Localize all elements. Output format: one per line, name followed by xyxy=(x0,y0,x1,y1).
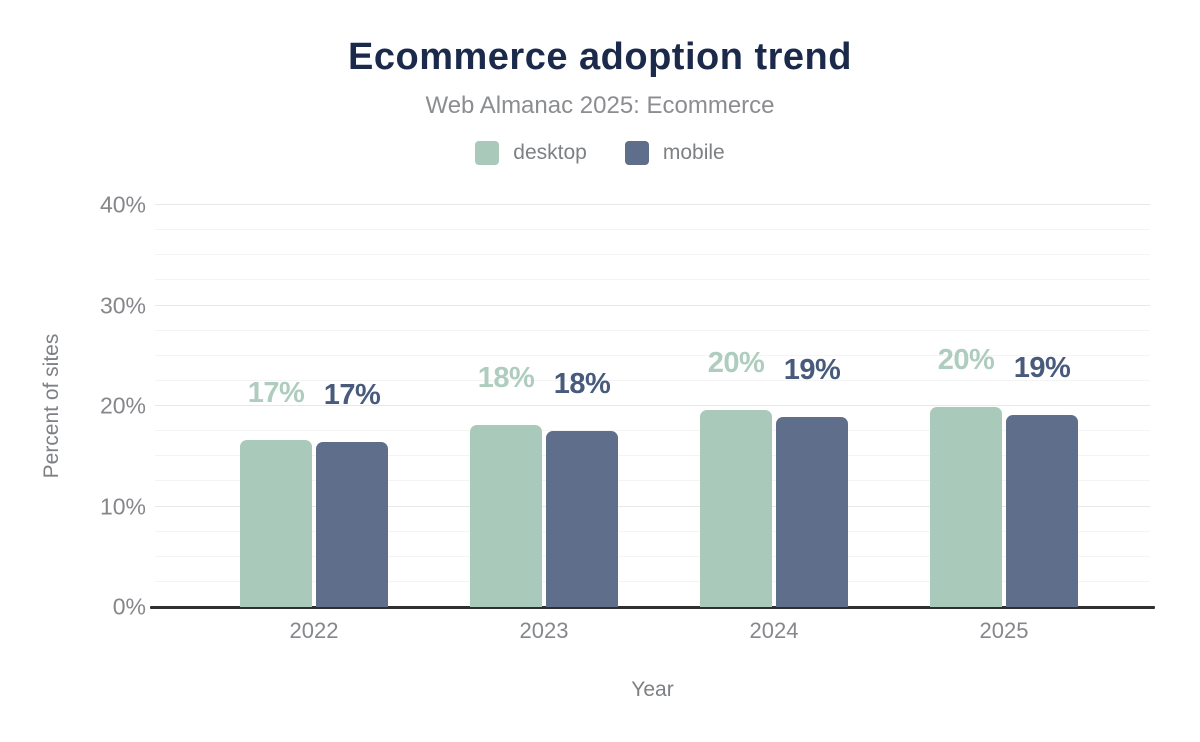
gridline-minor-15 xyxy=(155,455,1150,457)
y-axis-ticks: 0% 10% 20% 30% 40% xyxy=(0,192,146,620)
bar-label-mobile-2022: 17% xyxy=(323,379,381,412)
bar-col-desktop-2024: 20% xyxy=(700,205,772,607)
bar-col-desktop-2023: 18% xyxy=(470,205,542,607)
bar-col-mobile-2022: 17% xyxy=(316,205,388,607)
chart-subtitle: Web Almanac 2025: Ecommerce xyxy=(425,92,775,119)
y-tick-40%: 40% xyxy=(99,191,146,218)
legend: desktop mobile xyxy=(0,141,1200,165)
gridline-major-30 xyxy=(155,304,1150,306)
bar-label-mobile-2023: 18% xyxy=(553,368,611,401)
y-tick-20%: 20% xyxy=(99,392,146,419)
bar-mobile-2023[interactable] xyxy=(546,431,618,607)
bar-col-mobile-2023: 18% xyxy=(546,205,618,607)
bar-mobile-2022[interactable] xyxy=(316,442,388,607)
bars-row: 17% 17% 18% 18% 20% 19% 20% 19% xyxy=(199,205,1119,607)
bar-group-2024: 20% 19% xyxy=(659,205,889,607)
gridline-minor-35 xyxy=(155,254,1150,256)
plot-area xyxy=(155,204,1150,607)
y-tick-0%: 0% xyxy=(112,593,146,620)
gridline-minor-7.5 xyxy=(155,530,1150,532)
gridline-major-10 xyxy=(155,505,1150,507)
bar-label-desktop-2023: 18% xyxy=(477,362,535,395)
gridline-minor-5 xyxy=(155,555,1150,557)
bar-desktop-2022[interactable] xyxy=(240,440,312,607)
bar-group-2023: 18% 18% xyxy=(429,205,659,607)
bar-label-desktop-2025: 20% xyxy=(937,344,995,377)
gridline-major-20 xyxy=(155,405,1150,406)
bar-group-2022: 17% 17% xyxy=(199,205,429,607)
gridline-minor-32.5 xyxy=(155,279,1150,281)
x-tick-2025: 2025 xyxy=(979,618,1029,643)
x-axis-ticks: 2022 2023 2024 2025 xyxy=(199,618,1119,644)
x-tick-2022: 2022 xyxy=(289,618,339,643)
legend-swatch-mobile xyxy=(624,141,649,165)
bar-desktop-2023[interactable] xyxy=(470,425,542,607)
bar-mobile-2024[interactable] xyxy=(776,417,848,607)
x-axis-title: Year xyxy=(631,678,674,701)
bar-col-mobile-2024: 19% xyxy=(776,205,848,607)
legend-swatch-desktop xyxy=(475,141,500,165)
bar-desktop-2024[interactable] xyxy=(700,410,772,607)
chart-title: Ecommerce adoption trend xyxy=(348,36,852,78)
bar-label-mobile-2024: 19% xyxy=(783,354,841,387)
gridline-minor-22.5 xyxy=(155,379,1150,381)
x-axis-line xyxy=(150,606,1155,609)
gridline-minor-12.5 xyxy=(155,480,1150,482)
x-tick-2023: 2023 xyxy=(519,618,569,643)
bar-col-desktop-2025: 20% xyxy=(930,205,1002,607)
bar-group-2025: 20% 19% xyxy=(889,205,1119,607)
gridline-minor-2.5 xyxy=(155,580,1150,582)
x-tick-2024: 2024 xyxy=(749,618,799,643)
bar-label-mobile-2025: 19% xyxy=(1013,352,1071,385)
gridline-minor-37.5 xyxy=(155,229,1150,231)
bar-label-desktop-2022: 17% xyxy=(247,377,305,410)
y-tick-10%: 10% xyxy=(99,493,146,519)
bar-col-mobile-2025: 19% xyxy=(1006,205,1078,607)
gridline-minor-17.5 xyxy=(155,430,1150,432)
legend-label-desktop: desktop xyxy=(513,141,587,164)
bar-desktop-2025[interactable] xyxy=(930,407,1002,607)
legend-item-mobile[interactable]: mobile xyxy=(624,141,725,165)
bar-label-desktop-2024: 20% xyxy=(707,347,765,380)
legend-label-mobile: mobile xyxy=(662,141,725,164)
legend-item-desktop[interactable]: desktop xyxy=(475,141,587,165)
bar-col-desktop-2022: 17% xyxy=(240,205,312,607)
gridline-minor-25 xyxy=(155,354,1150,356)
gridline-minor-27.5 xyxy=(155,329,1150,331)
bar-mobile-2025[interactable] xyxy=(1006,415,1078,607)
y-tick-30%: 30% xyxy=(99,292,146,318)
gridline-major-40 xyxy=(155,204,1150,205)
